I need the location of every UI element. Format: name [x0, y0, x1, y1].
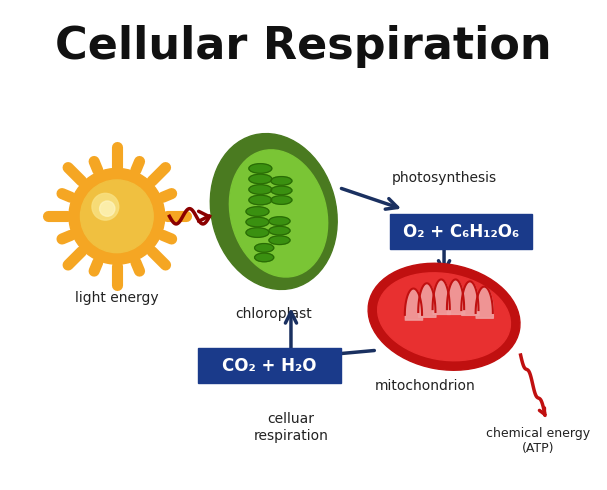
Circle shape [69, 169, 164, 264]
Ellipse shape [210, 134, 337, 290]
Ellipse shape [254, 244, 274, 252]
FancyBboxPatch shape [390, 215, 532, 249]
Ellipse shape [269, 226, 290, 235]
Ellipse shape [269, 217, 290, 225]
Ellipse shape [246, 228, 269, 237]
Text: chemical energy
(ATP): chemical energy (ATP) [486, 427, 590, 455]
Ellipse shape [254, 253, 274, 262]
Ellipse shape [271, 186, 292, 195]
Text: celluar
respiration: celluar respiration [254, 413, 328, 442]
Ellipse shape [368, 263, 520, 370]
Text: chloroplast: chloroplast [236, 307, 312, 321]
Circle shape [81, 180, 153, 253]
Text: light energy: light energy [75, 291, 158, 305]
Text: photosynthesis: photosynthesis [392, 171, 497, 185]
Text: CO₂ + H₂O: CO₂ + H₂O [222, 357, 317, 374]
Ellipse shape [269, 236, 290, 245]
Circle shape [100, 201, 115, 216]
Circle shape [92, 194, 119, 220]
Ellipse shape [246, 217, 269, 227]
Ellipse shape [249, 164, 272, 173]
Ellipse shape [249, 195, 272, 205]
Ellipse shape [229, 150, 328, 277]
Ellipse shape [271, 176, 292, 185]
Ellipse shape [246, 207, 269, 216]
FancyBboxPatch shape [198, 348, 341, 383]
Ellipse shape [271, 196, 292, 204]
Text: O₂ + C₆H₁₂O₆: O₂ + C₆H₁₂O₆ [402, 222, 519, 241]
Text: Cellular Respiration: Cellular Respiration [55, 25, 552, 69]
Ellipse shape [249, 174, 272, 184]
Ellipse shape [249, 185, 272, 195]
Text: mitochondrion: mitochondrion [375, 379, 475, 393]
Ellipse shape [378, 273, 510, 361]
